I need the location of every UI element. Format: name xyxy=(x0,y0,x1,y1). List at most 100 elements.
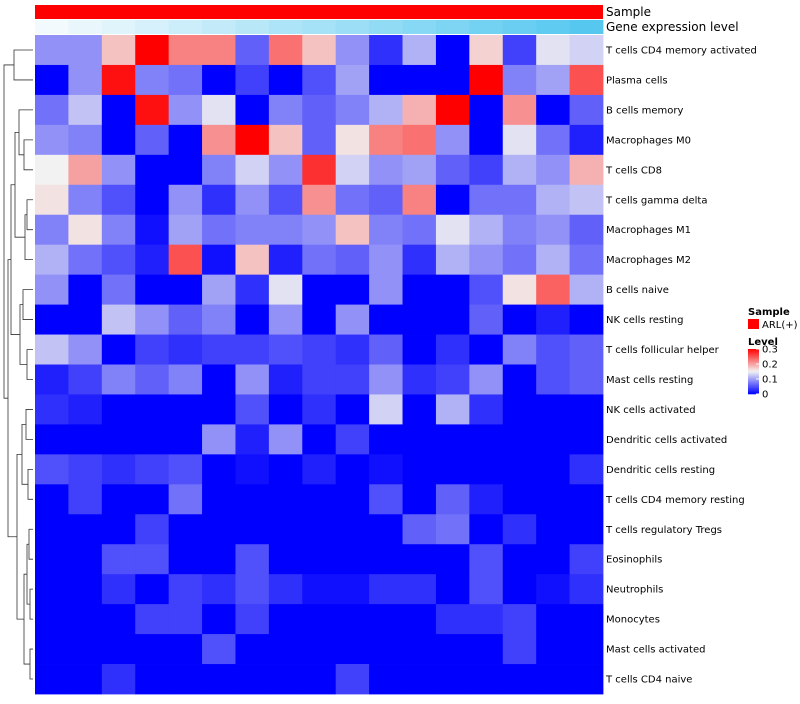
row-label: Monocytes xyxy=(606,615,660,626)
heatmap-cell xyxy=(435,304,470,335)
heatmap-cell xyxy=(235,124,270,156)
heatmap-cell xyxy=(502,364,537,395)
heatmap-cell xyxy=(435,64,470,96)
heatmap-cell xyxy=(135,274,170,305)
heatmap-cell xyxy=(569,364,604,395)
heatmap-cell xyxy=(235,364,270,395)
heatmap-cell xyxy=(536,424,570,455)
heatmap-cell xyxy=(101,574,136,605)
heatmap-cell xyxy=(135,544,170,575)
colorbar-segment xyxy=(748,362,759,364)
heatmap-cell xyxy=(402,364,437,395)
heatmap-cell xyxy=(502,304,537,335)
heatmap-cell xyxy=(168,124,203,156)
heatmap-cell xyxy=(135,514,170,545)
heatmap-cell xyxy=(302,664,337,695)
heatmap-cell xyxy=(302,394,337,425)
heatmap-cell xyxy=(369,244,403,276)
heatmap-cell xyxy=(68,184,103,216)
heatmap-cell xyxy=(536,454,570,485)
dendrogram-branch xyxy=(16,453,24,620)
dendrogram-branch xyxy=(27,468,33,500)
heatmap-cell xyxy=(302,154,337,186)
heatmap-cell xyxy=(101,514,136,545)
expression-annotation-cell xyxy=(235,20,270,34)
heatmap-cell xyxy=(369,64,403,96)
row-label: T cells CD4 memory activated xyxy=(605,45,757,56)
heatmap-cell xyxy=(202,274,236,305)
heatmap-cell xyxy=(101,64,136,96)
heatmap-cell xyxy=(101,214,136,246)
heatmap-cell xyxy=(302,484,337,515)
heatmap-cell xyxy=(135,424,170,455)
colorbar-segment xyxy=(748,368,759,370)
colorbar-segment xyxy=(748,383,759,386)
heatmap-cell xyxy=(235,634,270,665)
dendrogram-branch xyxy=(26,349,33,380)
heatmap-cell xyxy=(268,214,303,246)
heatmap-cell xyxy=(168,64,203,96)
heatmap-cell xyxy=(435,274,470,305)
dendrogram-branch xyxy=(10,184,20,335)
heatmap-cell xyxy=(68,274,103,305)
heatmap-cell xyxy=(335,244,370,276)
heatmap-cell xyxy=(536,574,570,605)
colorbar-tick-label: 0.2 xyxy=(762,360,778,371)
heatmap-cell xyxy=(402,424,437,455)
heatmap-cell xyxy=(68,424,103,455)
heatmap-cell xyxy=(369,214,403,246)
heatmap-cell xyxy=(469,484,504,515)
heatmap-cell xyxy=(235,604,270,635)
heatmap-cell xyxy=(536,664,570,695)
heatmap-cell xyxy=(168,244,203,276)
heatmap-cell xyxy=(235,574,270,605)
dendrogram-branch xyxy=(22,289,33,320)
heatmap-cell xyxy=(35,274,69,305)
heatmap-cell xyxy=(268,94,303,126)
heatmap-cell xyxy=(536,214,570,246)
heatmap-cell xyxy=(536,484,570,515)
heatmap-cell xyxy=(101,664,136,695)
heatmap-cell xyxy=(536,634,570,665)
expression-annotation-cell xyxy=(168,20,203,34)
heatmap-cell xyxy=(335,64,370,96)
row-label: NK cells activated xyxy=(606,405,696,416)
heatmap-cell xyxy=(68,574,103,605)
row-label: Macrophages M0 xyxy=(606,135,691,146)
heatmap-cell xyxy=(369,634,403,665)
heatmap-cell xyxy=(68,604,103,635)
dendrogram-branch xyxy=(24,214,33,261)
heatmap-cell xyxy=(435,514,470,545)
heatmap-cell xyxy=(268,35,303,66)
heatmap-cell xyxy=(101,124,136,156)
heatmap-cell xyxy=(35,214,69,246)
heatmap-cell xyxy=(435,574,470,605)
colorbar-segment xyxy=(748,390,759,393)
heatmap-cell xyxy=(268,574,303,605)
heatmap-cell xyxy=(268,604,303,635)
heatmap-cell xyxy=(569,154,604,186)
colorbar-segment xyxy=(748,382,759,385)
sample-legend-label: ARL(+) xyxy=(762,320,798,331)
heatmap-cell xyxy=(335,94,370,126)
heatmap-cell xyxy=(569,634,604,665)
heatmap-cell xyxy=(369,184,403,216)
heatmap-cell xyxy=(435,364,470,395)
heatmap-cell xyxy=(202,514,236,545)
heatmap-cell xyxy=(369,364,403,395)
heatmap-cell xyxy=(369,574,403,605)
heatmap-cell xyxy=(435,154,470,186)
heatmap-cell xyxy=(335,514,370,545)
heatmap-cell xyxy=(268,154,303,186)
heatmap-cell xyxy=(469,334,504,365)
heatmap-cell xyxy=(35,184,69,216)
row-label: Plasma cells xyxy=(606,75,668,86)
row-label: T cells CD4 memory resting xyxy=(605,495,745,506)
heatmap-cell xyxy=(202,454,236,485)
heatmap-cell xyxy=(335,544,370,575)
heatmap-cell xyxy=(569,484,604,515)
sample-legend-swatch xyxy=(748,319,759,329)
heatmap-cell xyxy=(502,244,537,276)
dendrogram-branch xyxy=(25,409,33,440)
dendrogram-branch xyxy=(14,131,25,238)
